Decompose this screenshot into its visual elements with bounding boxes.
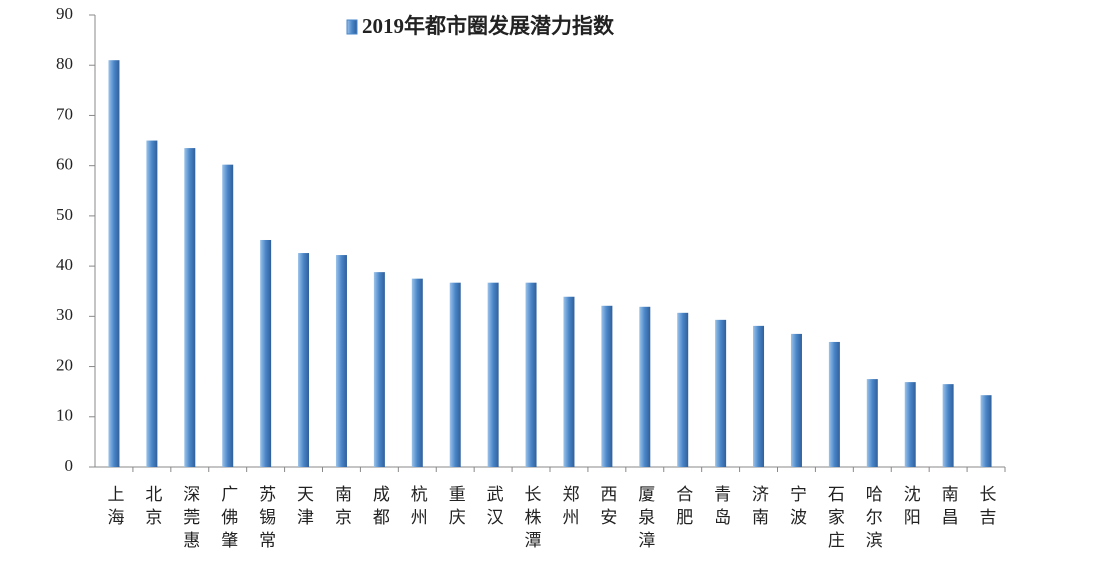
x-tick-label: 南京 [332, 485, 352, 531]
x-tick-label: 武汉 [484, 485, 504, 531]
y-tick-label: 20 [56, 355, 73, 374]
bar [335, 255, 347, 467]
bar [980, 395, 992, 467]
x-tick-label: 济南 [749, 485, 769, 531]
x-tick-label: 南昌 [939, 485, 958, 531]
x-tick-label: 长株潭 [522, 485, 542, 554]
x-tick-label: 郑州 [559, 485, 579, 531]
bar [260, 239, 272, 467]
x-tick-label: 哈尔滨 [863, 485, 883, 554]
x-tick-label: 青岛 [711, 485, 730, 531]
x-tick-label: 广佛肇 [218, 485, 238, 554]
x-tick-label: 石家庄 [825, 485, 845, 554]
x-tick-label: 成都 [370, 485, 390, 531]
x-tick-label: 上海 [104, 485, 124, 531]
y-tick-label: 30 [56, 305, 73, 324]
bar [222, 164, 234, 467]
legend-label: 2019年都市圈发展潜力指数 [362, 14, 615, 38]
bar [487, 282, 499, 467]
y-tick-label: 90 [56, 4, 73, 23]
bar [942, 384, 954, 467]
bar [790, 333, 802, 467]
bar [411, 278, 423, 467]
bar [373, 272, 385, 467]
bar [449, 282, 461, 467]
x-tick-label: 北京 [142, 485, 162, 531]
bar [677, 312, 689, 467]
x-tick-label: 合肥 [673, 485, 693, 531]
y-tick-label: 80 [56, 54, 73, 73]
bar [601, 305, 613, 467]
bar [753, 325, 765, 467]
x-tick-label: 苏锡常 [256, 485, 276, 554]
y-tick-label: 10 [56, 406, 73, 425]
bar [108, 60, 120, 467]
y-tick-label: 50 [56, 205, 73, 224]
bar [184, 148, 196, 468]
x-tick-label: 深莞惠 [180, 485, 200, 554]
y-tick-label: 60 [56, 155, 73, 174]
x-tick-label: 西安 [597, 485, 616, 531]
y-tick-label: 70 [56, 104, 73, 123]
x-tick-label: 长吉 [977, 485, 997, 531]
bar [715, 319, 727, 467]
legend-swatch [346, 19, 358, 35]
bar [563, 296, 575, 467]
x-tick-label: 沈阳 [901, 485, 921, 531]
bar [866, 379, 878, 467]
bar [298, 253, 310, 467]
x-tick-label: 重庆 [446, 485, 466, 531]
bar [904, 382, 916, 467]
x-tick-label: 宁波 [787, 485, 807, 531]
y-tick-label: 40 [56, 255, 73, 274]
x-tick-label: 厦泉漳 [635, 485, 655, 554]
x-tick-label: 杭州 [408, 485, 428, 531]
x-tick-label: 天津 [294, 485, 314, 531]
bar [525, 282, 537, 467]
bar [146, 140, 158, 468]
y-tick-label: 0 [65, 456, 74, 475]
bar [639, 306, 651, 467]
bar [828, 341, 840, 467]
